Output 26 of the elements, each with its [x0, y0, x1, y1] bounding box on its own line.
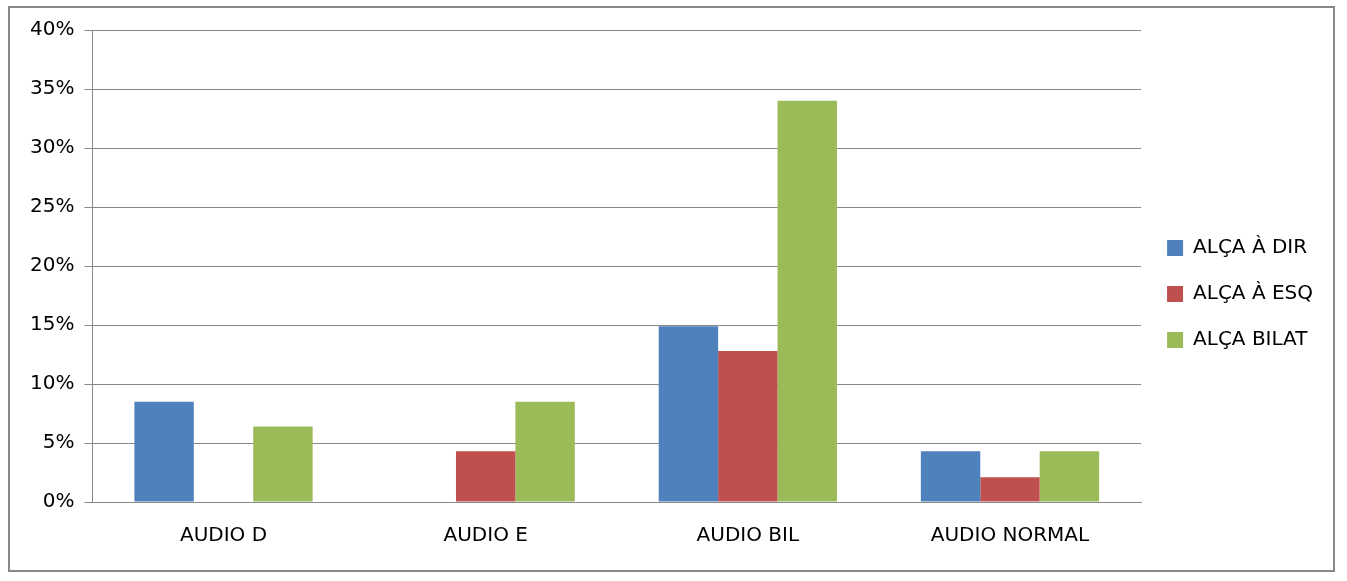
y-tick-label: 40% — [30, 16, 75, 41]
legend-label: ALÇA À DIR — [1193, 234, 1308, 259]
bar — [980, 477, 1040, 502]
bar — [658, 326, 719, 502]
bar — [1039, 451, 1100, 502]
y-tick-label: 20% — [30, 252, 75, 277]
y-tick-label: 30% — [30, 134, 75, 159]
y-tick-label: 5% — [42, 429, 75, 454]
bar — [455, 451, 516, 502]
y-tick-label: 0% — [42, 488, 75, 513]
legend-label: ALÇA BILAT — [1193, 326, 1309, 351]
x-tick-label: AUDIO E — [443, 522, 528, 547]
x-tick-label: AUDIO D — [179, 522, 268, 547]
bar — [134, 401, 194, 502]
bar — [777, 100, 837, 502]
x-tick-label: AUDIO NORMAL — [930, 522, 1091, 547]
y-tick-label: 25% — [30, 193, 75, 218]
y-tick-label: 10% — [30, 370, 75, 395]
bar — [515, 401, 575, 502]
y-tick-label: 35% — [30, 75, 75, 100]
legend-label: ALÇA À ESQ — [1193, 280, 1314, 305]
bar — [920, 451, 981, 502]
y-tick-label: 15% — [30, 311, 75, 336]
bar — [718, 350, 778, 502]
x-tick-label: AUDIO BIL — [696, 522, 800, 547]
bar — [253, 426, 313, 502]
